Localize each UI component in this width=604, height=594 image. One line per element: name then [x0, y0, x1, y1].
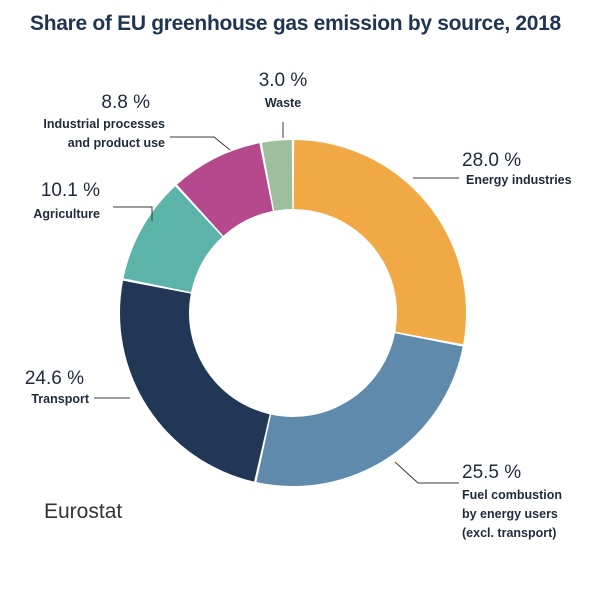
value-label-waste: 3.0 %: [259, 70, 308, 91]
slice-fuel-combustion-by-energy-users-excl-transport: [256, 333, 463, 487]
slice-transport: [120, 280, 270, 482]
category-label-fuel-combustion-by-energy-users-excl-transport: Fuel combustion by energy users (excl. tra…: [462, 488, 562, 540]
leader-line-industrial-processes-and-product-use: [170, 136, 231, 151]
category-label-agriculture: Agriculture: [33, 207, 100, 221]
value-label-energy-industries: 28.0 %: [462, 150, 521, 171]
value-label-agriculture: 10.1 %: [41, 180, 100, 201]
category-label-energy-industries: Energy industries: [466, 173, 572, 187]
donut-slices: [120, 140, 466, 487]
value-label-industrial-processes-and-product-use: 8.8 %: [101, 92, 150, 113]
chart-title: Share of EU greenhouse gas emission by s…: [30, 12, 561, 35]
value-label-fuel-combustion-by-energy-users-excl-transport: 25.5 %: [462, 462, 521, 483]
category-label-transport: Transport: [31, 392, 89, 406]
slice-labels: 28.0 % Energy industries 25.5 % Fuel combus…: [25, 70, 572, 540]
leader-lines: [94, 122, 459, 484]
leader-line-agriculture: [113, 206, 153, 221]
slice-agriculture: [123, 186, 223, 293]
slice-waste: [261, 140, 293, 211]
value-label-transport: 24.6 %: [25, 368, 84, 389]
slice-energy-industries: [293, 140, 466, 345]
slice-industrial-processes-and-product-use: [177, 143, 273, 236]
leader-line-fuel-combustion-by-energy-users-excl-transport: [394, 461, 459, 484]
source-label: Eurostat: [44, 500, 123, 523]
category-label-waste: Waste: [265, 96, 301, 110]
category-label-industrial-processes-and-product-use: Industrial processes and product use: [43, 117, 165, 150]
